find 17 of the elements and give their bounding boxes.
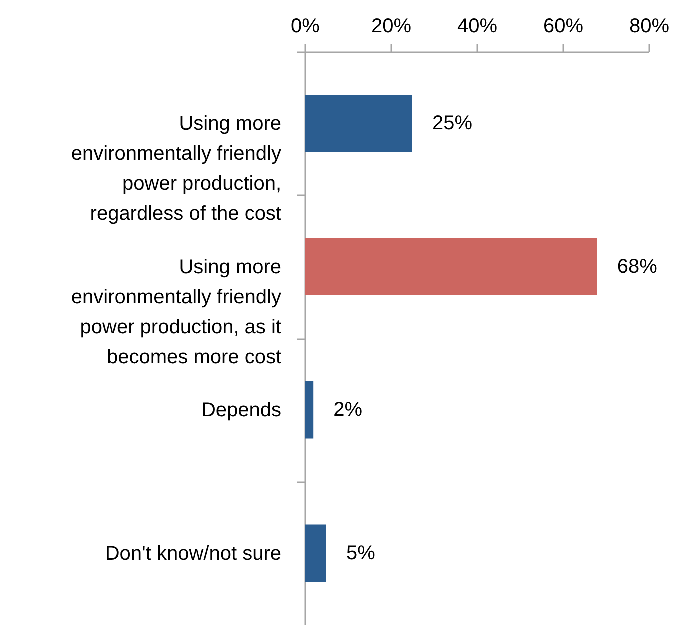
bar <box>305 381 314 439</box>
bar <box>305 524 326 582</box>
bar <box>305 238 598 296</box>
bar <box>305 94 412 152</box>
data-label: 68% <box>617 256 658 278</box>
y-tick-label: Using more environmentally friendly power production, as it becomes more cost <box>71 256 282 368</box>
data-label: 2% <box>334 399 363 422</box>
y-tick-label: Don't know/not sure <box>105 542 282 565</box>
y-tick-label: Depends <box>201 400 282 422</box>
data-label: 25% <box>432 112 473 135</box>
x-tick-label: 80% <box>629 16 670 38</box>
x-tick-label: 20% <box>371 16 412 38</box>
y-tick-label: Using more environmentally friendly power production, regardless of the cost <box>71 113 282 226</box>
x-tick-label: 60% <box>543 16 584 38</box>
data-label: 5% <box>346 542 376 564</box>
x-tick-label: 40% <box>457 16 498 38</box>
x-tick-label: 0% <box>291 16 320 38</box>
